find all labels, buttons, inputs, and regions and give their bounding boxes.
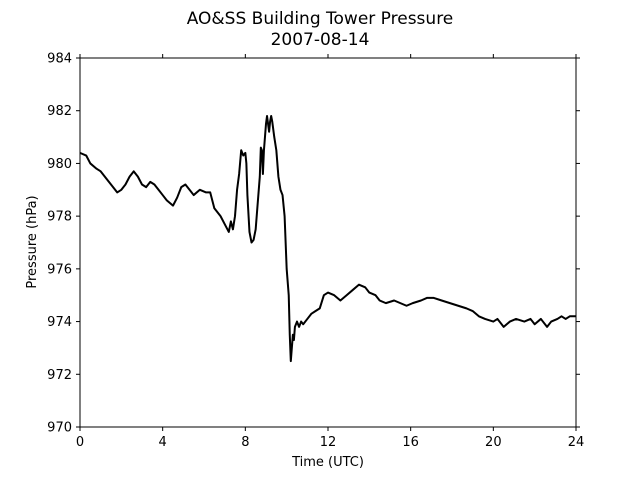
y-tick-label: 980 [47, 157, 72, 172]
y-tick-label: 972 [47, 368, 72, 383]
plot-area [79, 114, 576, 363]
x-tick-label: 4 [159, 435, 167, 450]
x-axis-label: Time (UTC) [291, 455, 364, 470]
x-tick-label: 8 [241, 435, 249, 450]
y-tick-label: 982 [47, 104, 72, 119]
y-tick-label: 984 [47, 52, 72, 67]
x-tick-label: 0 [76, 435, 84, 450]
plot-frame [79, 57, 577, 428]
x-tick-label: 16 [402, 435, 419, 450]
x-tick-label: 24 [568, 435, 585, 450]
chart-subtitle: 2007-08-14 [271, 30, 370, 50]
y-tick-label: 970 [47, 421, 72, 436]
chart-title: AO&SS Building Tower Pressure [187, 9, 454, 29]
y-tick-label: 976 [47, 262, 72, 277]
x-tick-label: 20 [485, 435, 502, 450]
y-tick-label: 978 [47, 210, 72, 225]
y-axis-label: Pressure (hPa) [25, 195, 40, 288]
x-tick-label: 12 [320, 435, 337, 450]
y-tick-label: 974 [47, 315, 72, 330]
pressure-series-line [79, 114, 576, 363]
